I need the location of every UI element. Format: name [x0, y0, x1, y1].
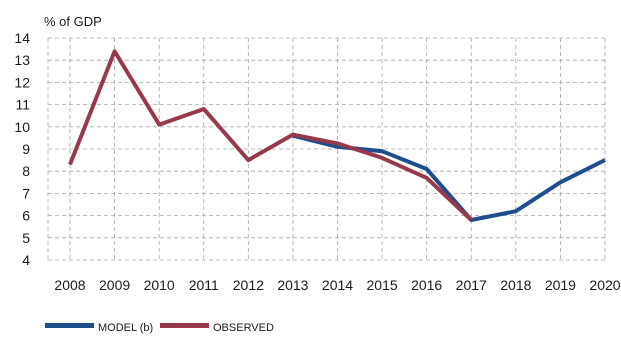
y-tick-label: 11	[15, 97, 30, 113]
x-tick-label: 2017	[456, 277, 487, 293]
grid-lines	[47, 37, 606, 261]
series-lines	[68, 49, 606, 222]
x-tick-label: 2013	[277, 277, 308, 293]
y-tick-label: 9	[22, 141, 30, 157]
y-tick-label: 7	[22, 185, 30, 201]
x-tick-label: 2015	[367, 277, 398, 293]
y-tick-label: 10	[14, 119, 30, 135]
x-tick-label: 2011	[189, 277, 219, 293]
y-axis-unit-label: % of GDP	[44, 14, 102, 29]
x-tick-label: 2009	[99, 277, 130, 293]
y-tick-label: 8	[22, 163, 30, 179]
x-tick-label: 2019	[545, 277, 576, 293]
x-tick-label: 2018	[500, 277, 531, 293]
legend-label: OBSERVED	[213, 322, 274, 334]
series-line-model-b	[292, 133, 606, 222]
y-tick-label: 14	[14, 30, 30, 46]
y-tick-label: 6	[22, 208, 30, 224]
y-tick-label: 5	[22, 230, 30, 246]
y-axis-tick-labels: 4 5 6 7 8 9 10 11 12 13 14	[14, 30, 30, 268]
y-tick-label: 4	[22, 252, 30, 268]
x-tick-label: 2012	[233, 277, 264, 293]
legend-label: MODEL (b)	[98, 322, 153, 334]
legend: MODEL (b) OBSERVED	[45, 322, 274, 334]
y-tick-label: 12	[14, 74, 30, 90]
x-tick-label: 2008	[54, 277, 85, 293]
legend-swatch	[45, 323, 94, 328]
x-axis-tick-labels: 2008 2009 2010 2011 2012 2013 2014 2015 2016 2017…	[54, 277, 620, 293]
x-tick-label: 2016	[411, 277, 442, 293]
series-line-observed	[68, 49, 473, 222]
x-tick-label: 2014	[322, 277, 353, 293]
x-tick-label: 2010	[144, 277, 175, 293]
legend-swatch	[160, 323, 209, 328]
y-tick-label: 13	[14, 52, 30, 68]
x-tick-label: 2020	[589, 277, 620, 293]
